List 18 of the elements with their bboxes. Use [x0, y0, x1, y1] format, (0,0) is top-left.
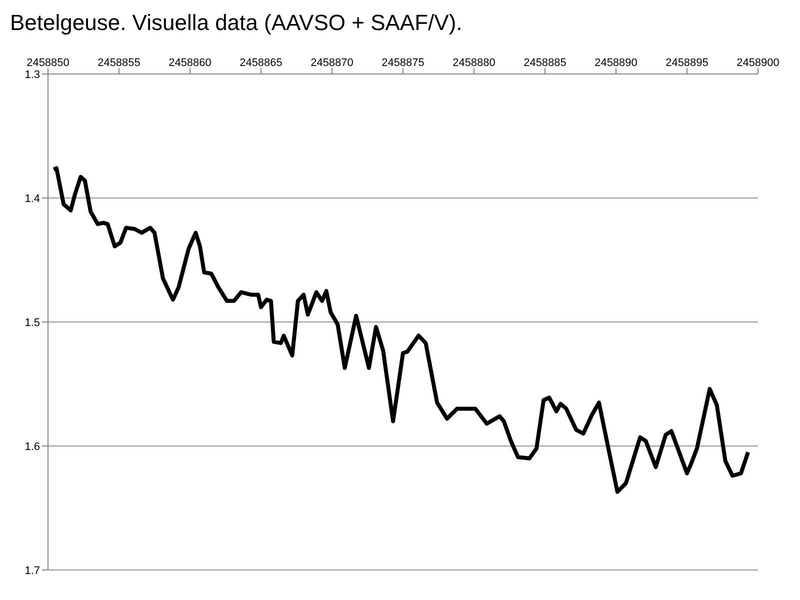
y-tick-label: 1.5 [24, 316, 40, 329]
x-tick-label: 2458850 [26, 57, 70, 69]
x-tick-label: 2458880 [452, 57, 496, 69]
x-tick-label: 2458900 [736, 57, 780, 69]
x-tick-label: 2458855 [98, 57, 140, 69]
chart-title: Betelgeuse. Visuella data (AAVSO + SAAF/V). [9, 9, 464, 37]
line-series [52, 166, 750, 494]
x-tick-label: 2458885 [524, 57, 566, 69]
y-tick-label: 1.4 [24, 192, 40, 205]
x-tick-label: 2458860 [168, 57, 212, 69]
x-tick-label: 2458895 [666, 57, 708, 69]
x-tick-label: 2458890 [594, 57, 638, 69]
x-tick-label: 2458870 [310, 57, 354, 69]
y-tick-label: 1.7 [24, 564, 40, 577]
y-tick-label: 1.6 [24, 440, 40, 453]
y-tick-label: 1.3 [24, 68, 40, 81]
x-tick-label: 2458865 [240, 57, 282, 69]
x-tick-label: 2458875 [382, 57, 424, 69]
